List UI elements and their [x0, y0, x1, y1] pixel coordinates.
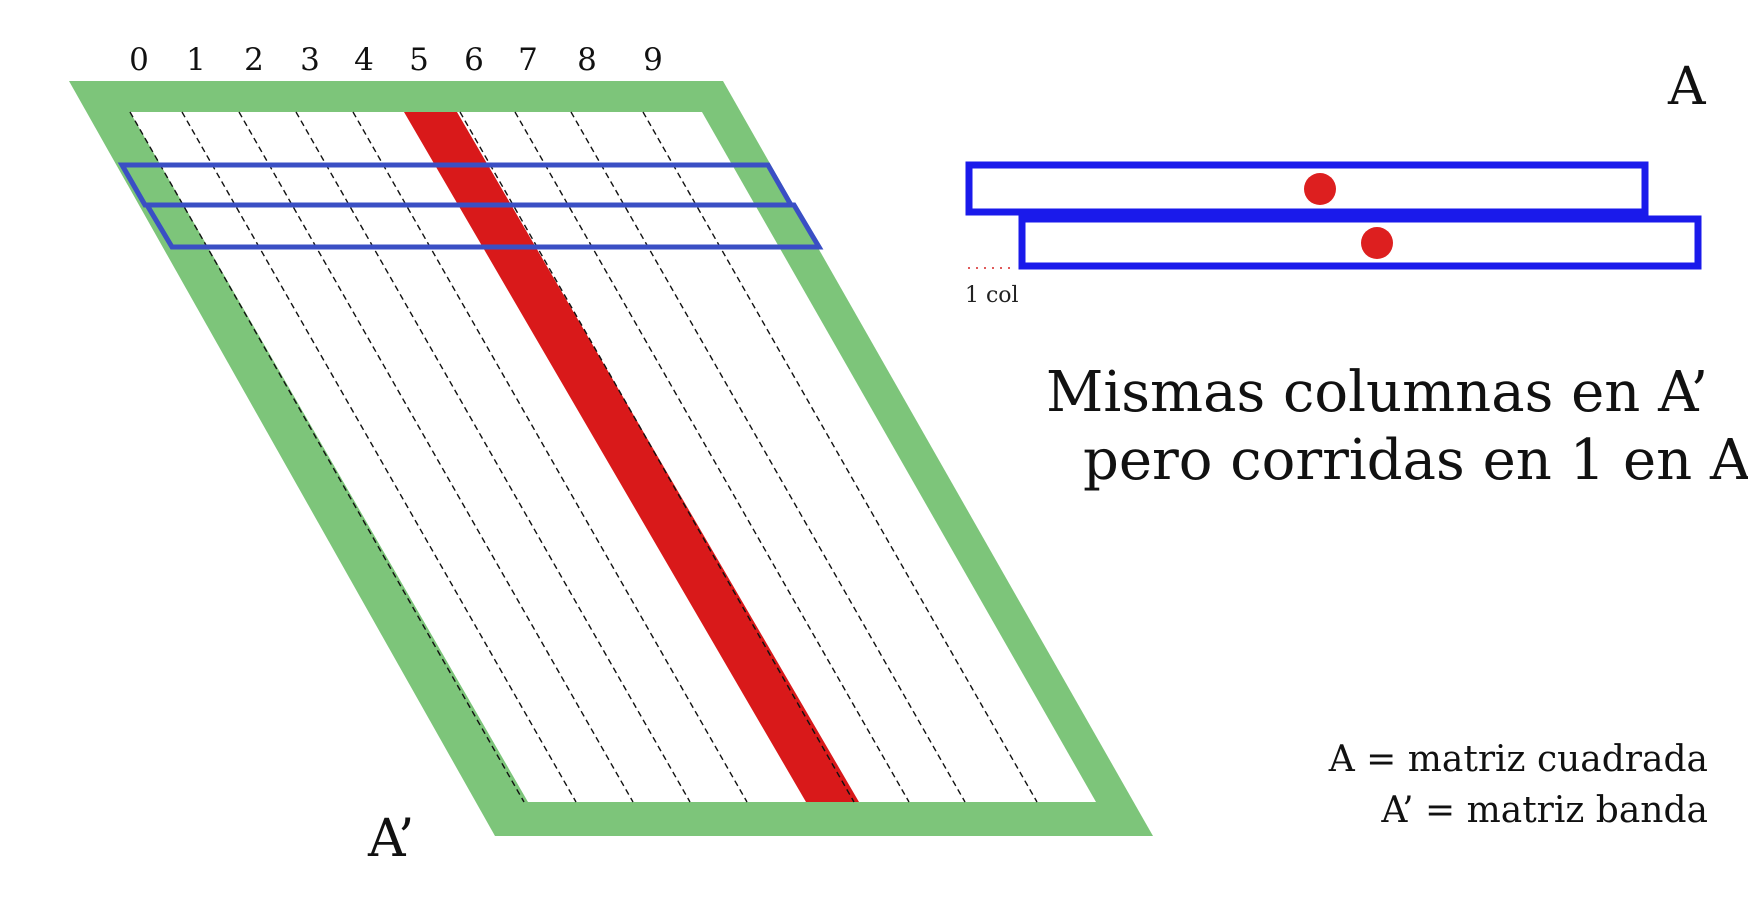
column-divider — [352, 111, 748, 803]
a-row-lower-dot — [1361, 227, 1393, 259]
legend-line-1: A = matriz cuadrada — [1328, 739, 1708, 780]
label-a-prime: A’ — [367, 809, 414, 869]
column-dividers — [129, 111, 1038, 803]
column-divider — [181, 111, 577, 803]
column-divider — [238, 111, 634, 803]
shift-label: 1 col — [965, 283, 1019, 308]
column-number-9: 9 — [643, 42, 663, 78]
column-number-1: 1 — [186, 42, 206, 78]
column-number-4: 4 — [354, 42, 374, 78]
heading-line-2: pero corridas en 1 en A — [1083, 428, 1748, 493]
highlighted-column-band — [404, 112, 859, 802]
band-matrix — [69, 81, 1153, 836]
highlighted-rows — [117, 162, 824, 250]
column-divider — [129, 111, 525, 803]
column-number-7: 7 — [518, 42, 538, 78]
a-row-lower — [1018, 215, 1702, 270]
column-number-8: 8 — [577, 42, 597, 78]
column-divider — [514, 111, 910, 803]
legend-line-2: A’ = matriz banda — [1380, 790, 1708, 831]
column-number-5: 5 — [409, 42, 429, 78]
a-row-upper-dot — [1304, 173, 1336, 205]
heading-line-1: Mismas columnas en A’ — [1046, 360, 1708, 425]
column-number-0: 0 — [129, 42, 149, 78]
column-number-6: 6 — [464, 42, 484, 78]
column-divider — [459, 111, 855, 803]
column-number-3: 3 — [300, 42, 320, 78]
label-a: A — [1667, 57, 1707, 117]
column-divider — [570, 111, 966, 803]
row-outline-lower — [142, 202, 824, 250]
column-divider — [295, 111, 691, 803]
column-divider — [642, 111, 1038, 803]
column-number-2: 2 — [244, 42, 264, 78]
